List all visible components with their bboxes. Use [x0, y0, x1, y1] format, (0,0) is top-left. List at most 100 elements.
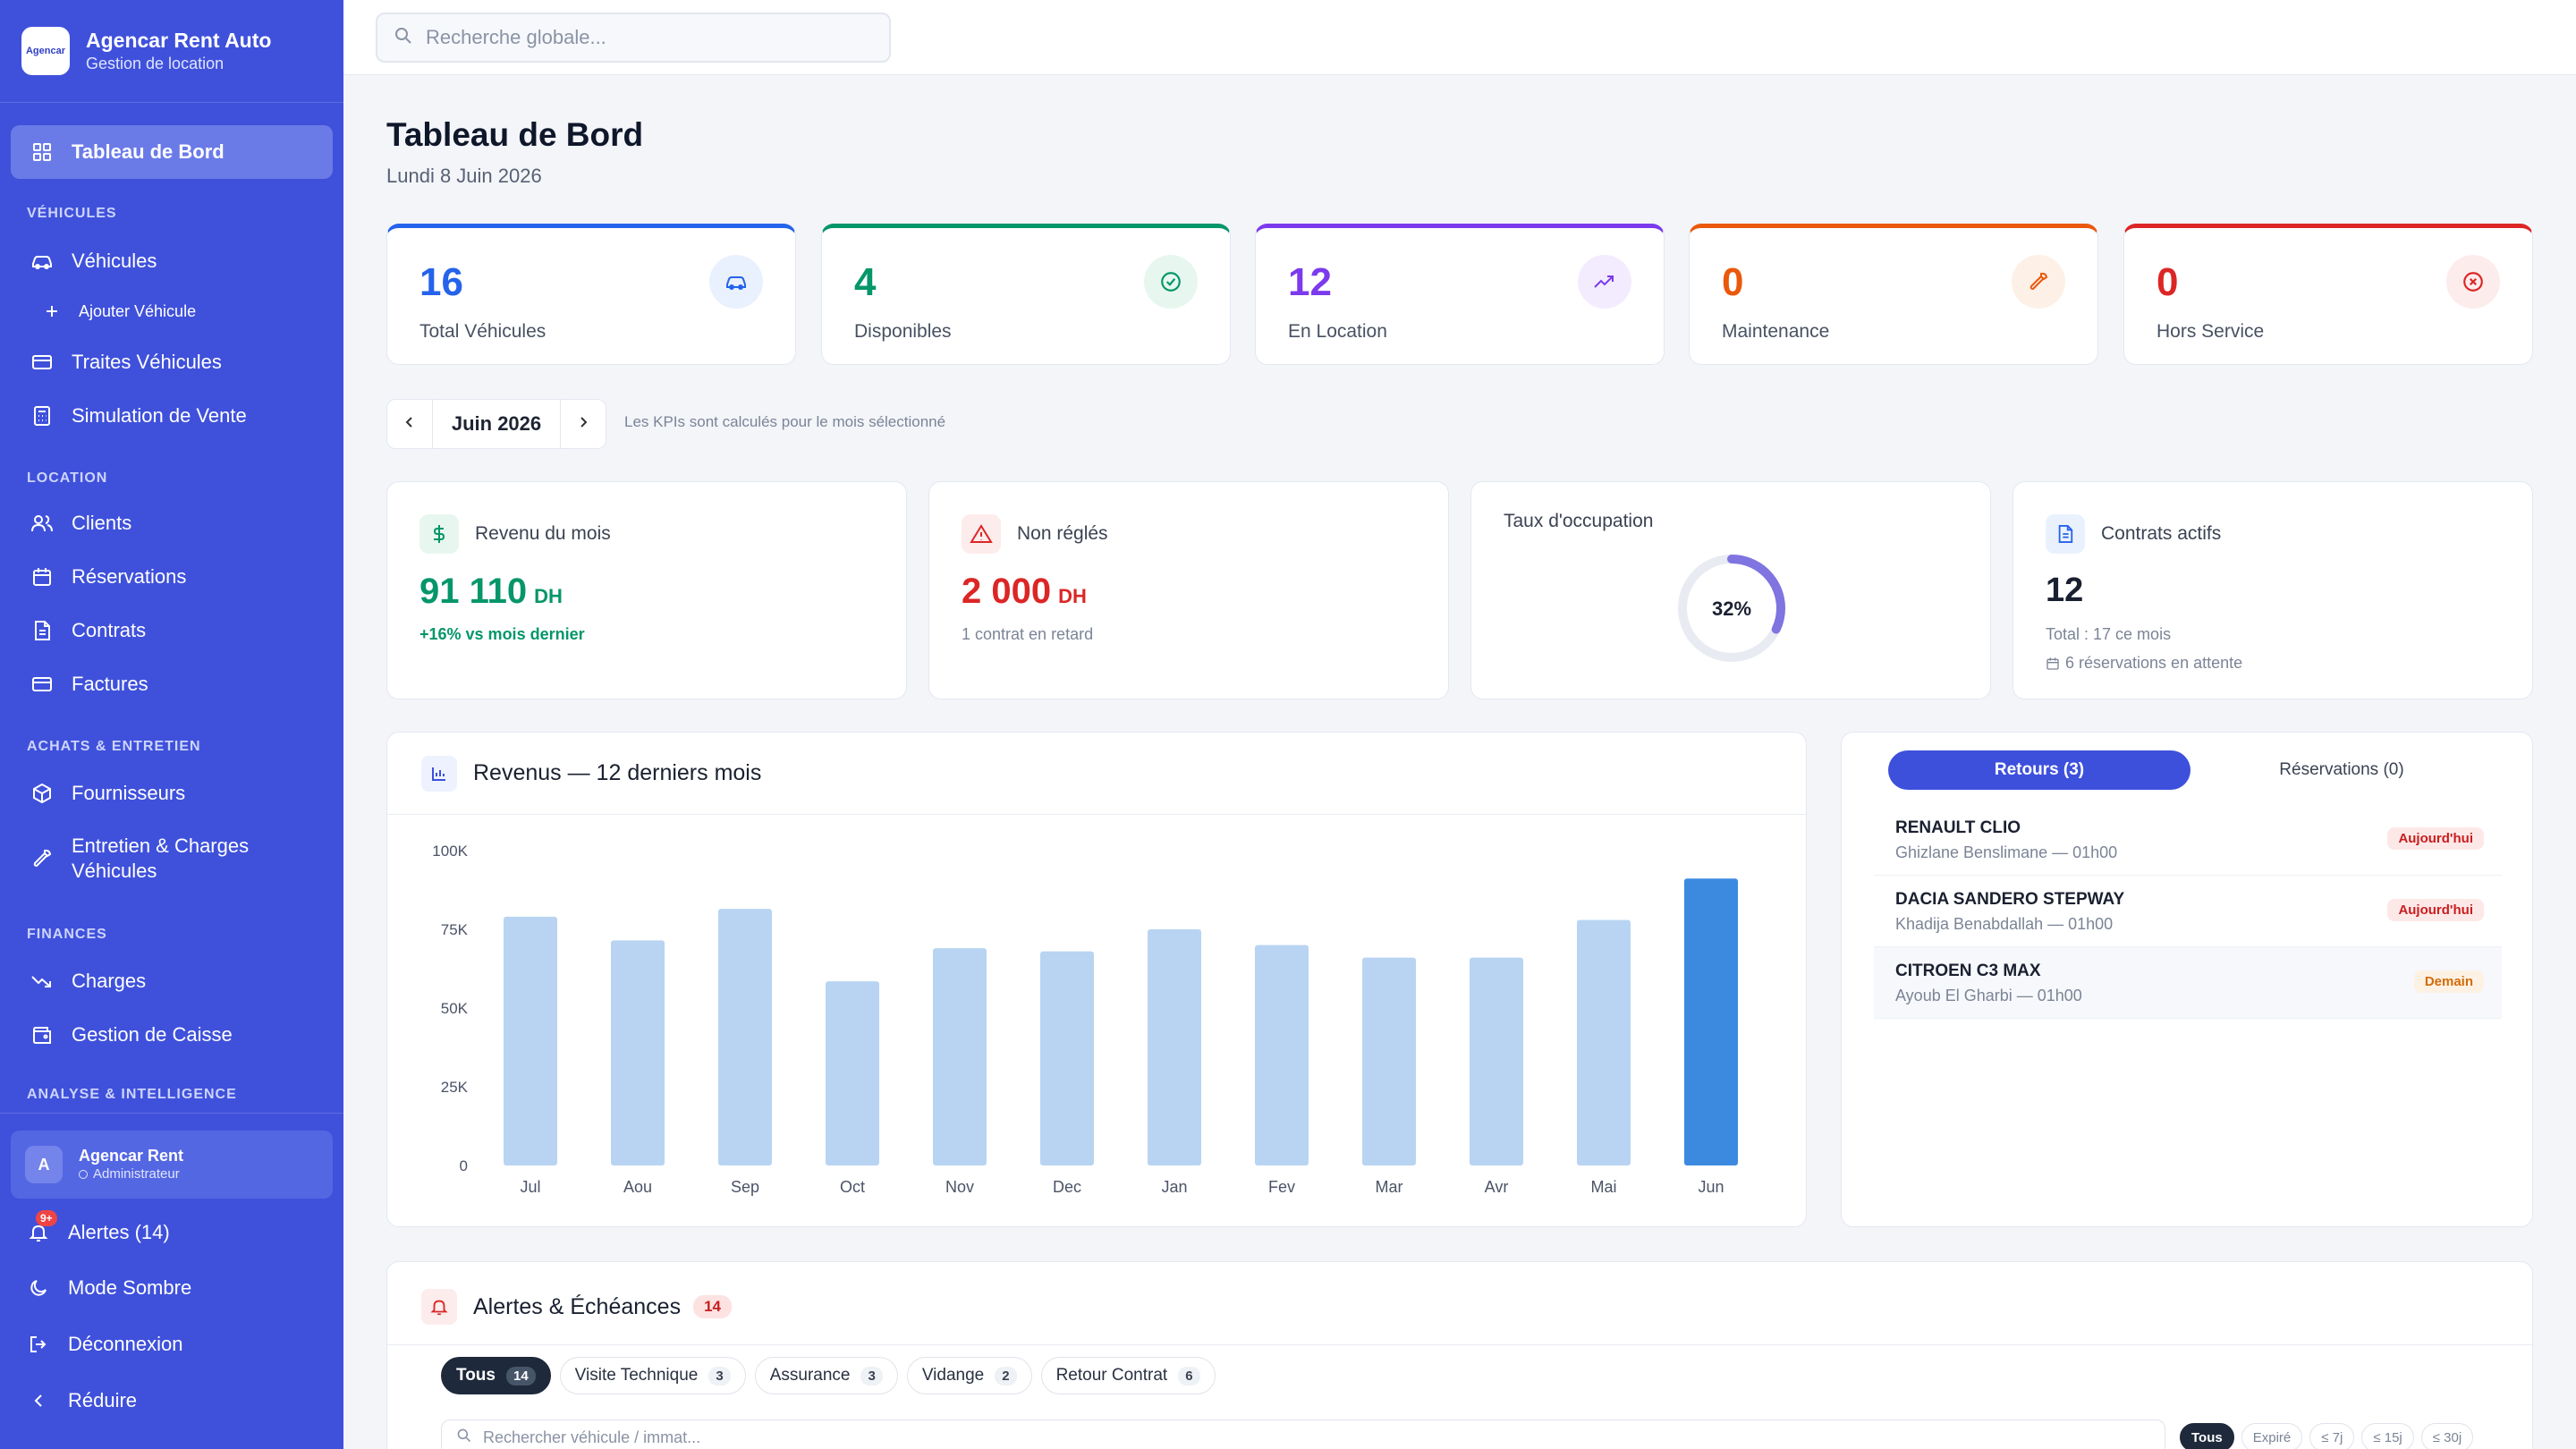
trending-up-icon: [1578, 255, 1631, 309]
chip-label: Visite Technique: [574, 1366, 699, 1385]
stat-card-total[interactable]: 16 Total Véhicules: [386, 224, 796, 365]
tab-retours[interactable]: Retours (3): [1888, 750, 2190, 790]
due-filter-7j[interactable]: ≤ 7j: [2309, 1423, 2355, 1449]
moon-icon: [27, 1276, 50, 1300]
kpi-card-unpaid[interactable]: Non réglés 2 000 DH 1 contrat en retard: [928, 481, 1449, 699]
filter-retour-contrat[interactable]: Retour Contrat 6: [1040, 1357, 1216, 1394]
stat-card-en-location[interactable]: 12 En Location: [1255, 224, 1665, 365]
sidebar-item-reservations[interactable]: Réservations: [11, 550, 333, 604]
alerts-link[interactable]: 9+ Alertes (14): [27, 1210, 170, 1250]
filter-vidange[interactable]: Vidange 2: [906, 1357, 1032, 1394]
sidebar-item-simulation[interactable]: Simulation de Vente: [11, 389, 333, 443]
sidebar-item-ajouter-vehicule[interactable]: Ajouter Véhicule: [11, 290, 333, 333]
x-tick-label: Mar: [1376, 1178, 1403, 1196]
bar-jul[interactable]: [504, 916, 557, 1165]
due-filter-30j[interactable]: ≤ 30j: [2420, 1423, 2474, 1449]
stat-label: En Location: [1288, 321, 1387, 342]
list-item[interactable]: RENAULT CLIO Ghizlane Benslimane — 01h00…: [1874, 804, 2502, 876]
bar-sep[interactable]: [718, 909, 772, 1165]
chip-label: Tous: [456, 1366, 496, 1385]
kpi-card-contracts[interactable]: Contrats actifs 12 Total : 17 ce mois 6 …: [2012, 481, 2533, 699]
sidebar-item-factures[interactable]: Factures: [11, 657, 333, 711]
list-item[interactable]: DACIA SANDERO STEPWAY Khadija Benabdalla…: [1874, 876, 2502, 947]
kpi-value: 12: [2046, 572, 2084, 609]
dollar-icon: [419, 514, 459, 554]
month-selector: Juin 2026: [386, 399, 606, 449]
sidebar-item-fournisseurs[interactable]: Fournisseurs: [11, 767, 333, 820]
kpi-card-revenue[interactable]: Revenu du mois 91 110 DH +16% vs mois der…: [386, 481, 907, 699]
tab-reservations[interactable]: Réservations (0): [2279, 760, 2404, 779]
filter-assurance[interactable]: Assurance 3: [754, 1357, 898, 1394]
search-icon: [394, 26, 413, 50]
vehicle-search-input[interactable]: [483, 1428, 2093, 1447]
next-month-button[interactable]: [561, 399, 606, 449]
sidebar-item-label: Gestion de Caisse: [72, 1023, 233, 1046]
bar-dec[interactable]: [1040, 951, 1094, 1165]
return-client: Ghizlane Benslimane — 01h00: [1895, 843, 2118, 861]
brand[interactable]: Agencar Agencar Rent Auto Gestion de loc…: [21, 27, 271, 75]
wrench-icon: [30, 847, 54, 870]
x-tick-label: Aou: [623, 1178, 652, 1196]
return-client: Khadija Benabdallah — 01h00: [1895, 915, 2114, 933]
kpi-number: 2 000: [962, 572, 1052, 611]
sidebar-item-charges[interactable]: Charges: [11, 954, 333, 1008]
search-icon: [456, 1428, 472, 1448]
filter-visite-technique[interactable]: Visite Technique 3: [559, 1357, 746, 1394]
bar-aou[interactable]: [611, 940, 665, 1165]
stat-label: Total Véhicules: [419, 321, 547, 342]
sidebar-item-traites[interactable]: Traites Véhicules: [11, 335, 333, 389]
month-label: Juin 2026: [432, 399, 561, 449]
sidebar-item-entretien[interactable]: Entretien & Charges Véhicules: [11, 823, 333, 894]
sidebar-item-clients[interactable]: Clients: [11, 496, 333, 550]
plus-icon: [43, 302, 61, 320]
page-title: Tableau de Bord: [386, 116, 644, 153]
stat-card-hors-service[interactable]: 0 Hors Service: [2123, 224, 2533, 365]
bar-nov[interactable]: [933, 948, 987, 1165]
bar-avr[interactable]: [1470, 957, 1523, 1165]
x-tick-label: Jun: [1698, 1178, 1724, 1196]
global-search[interactable]: [376, 13, 891, 63]
due-filter-tous[interactable]: Tous: [2180, 1423, 2234, 1449]
dark-mode-label: Mode Sombre: [68, 1276, 192, 1299]
list-item[interactable]: CITROEN C3 MAX Ayoub El Gharbi — 01h00 D…: [1874, 947, 2502, 1019]
vehicle-search[interactable]: [441, 1419, 2165, 1449]
x-circle-icon: [2446, 255, 2500, 309]
bar-jan[interactable]: [1148, 929, 1201, 1165]
dark-mode-toggle[interactable]: Mode Sombre: [27, 1270, 191, 1306]
due-filter-15j[interactable]: ≤ 15j: [2361, 1423, 2414, 1449]
document-icon: [30, 619, 54, 642]
sidebar-item-dashboard[interactable]: Tableau de Bord: [11, 125, 333, 179]
x-tick-label: Fev: [1268, 1178, 1295, 1196]
sidebar-item-label: Contrats: [72, 619, 147, 641]
kpi-card-occupancy[interactable]: Taux d'occupation 32%: [1470, 481, 1991, 699]
divider: [387, 1344, 2532, 1345]
bar-jun[interactable]: [1684, 878, 1738, 1165]
due-filter-expire[interactable]: Expiré: [2241, 1423, 2303, 1449]
stat-label: Disponibles: [854, 321, 952, 342]
prev-month-button[interactable]: [387, 399, 432, 449]
stat-card-disponibles[interactable]: 4 Disponibles: [821, 224, 1231, 365]
chevron-left-icon: [27, 1389, 50, 1412]
user-card[interactable]: A Agencar Rent Administrateur: [11, 1131, 333, 1199]
calendar-icon: [2046, 657, 2060, 671]
bar-fev[interactable]: [1255, 945, 1309, 1165]
chart-title: Revenus — 12 derniers mois: [473, 760, 762, 785]
logout-button[interactable]: Déconnexion: [27, 1326, 182, 1362]
bar-mar[interactable]: [1362, 957, 1416, 1165]
x-tick-label: Avr: [1485, 1178, 1509, 1196]
bar-oct[interactable]: [826, 981, 879, 1165]
sidebar-item-vehicules[interactable]: Véhicules: [11, 234, 333, 288]
kpi-unit: DH: [1058, 585, 1087, 607]
sidebar-item-contrats[interactable]: Contrats: [11, 604, 333, 657]
filter-tous[interactable]: Tous 14: [441, 1357, 551, 1394]
chip-count: 14: [505, 1366, 536, 1385]
collapse-button[interactable]: Réduire: [27, 1383, 137, 1419]
chip-label: Assurance: [769, 1366, 851, 1385]
stat-card-maintenance[interactable]: 0 Maintenance: [1689, 224, 2098, 365]
sidebar-item-caisse[interactable]: Gestion de Caisse: [11, 1008, 333, 1062]
bar-mai[interactable]: [1577, 919, 1631, 1165]
package-icon: [30, 782, 54, 805]
trending-down-icon: [30, 970, 54, 993]
sidebar-item-label: Traites Véhicules: [72, 351, 222, 373]
global-search-input[interactable]: [426, 26, 855, 49]
